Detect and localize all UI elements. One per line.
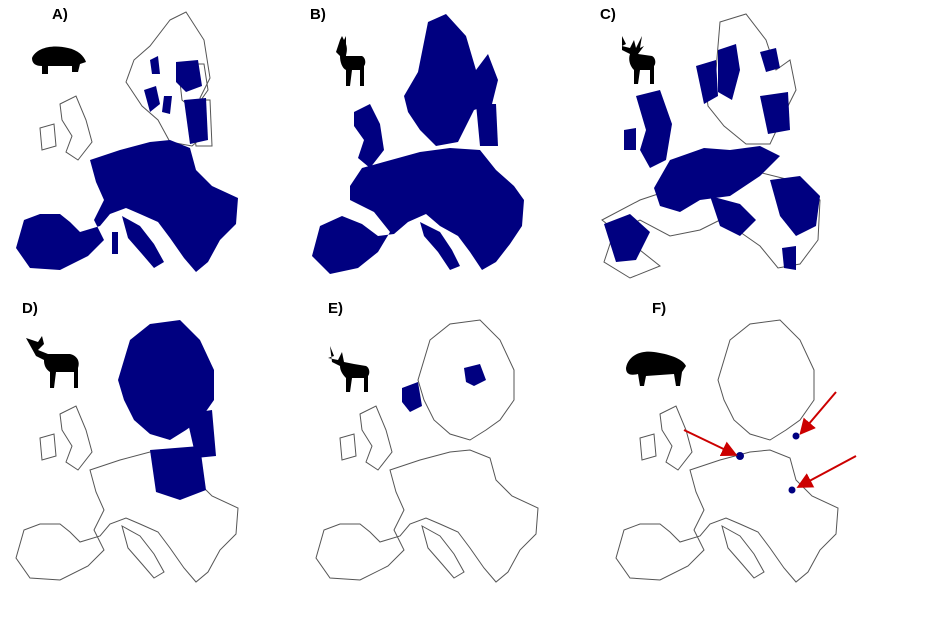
panel-c: C) [600,0,900,300]
range-area [312,14,524,274]
arrows [683,391,857,488]
europe-map [15,320,239,583]
arrow [796,455,857,488]
range-area [402,364,486,412]
europe-map [315,319,539,583]
roe-deer-icon [336,36,366,86]
panel-label: D) [22,300,38,317]
panel-label: E) [328,300,343,317]
panel-b: B) [300,0,600,300]
europe-map [615,319,857,583]
europe-map [16,11,238,272]
range-area [604,44,820,270]
arrow [799,391,837,436]
arrow [683,429,738,457]
red-deer-icon [622,36,656,84]
europe-map [601,13,821,279]
panel-label: F) [652,300,667,317]
bison-icon [626,351,686,386]
moose-icon [26,336,79,388]
panel-a: A) [0,0,300,300]
europe-map [312,14,524,274]
panel-label: A) [52,6,68,23]
range-area [736,432,800,494]
reindeer-icon [328,346,370,392]
range-area [118,320,216,500]
wild-boar-icon [32,46,86,74]
panel-d: D) [0,300,300,610]
panel-label: B) [310,6,326,23]
range-area [16,56,238,272]
panel-e: E) [300,300,600,610]
panel-f: F) [600,300,900,610]
panel-label: C) [600,6,616,23]
